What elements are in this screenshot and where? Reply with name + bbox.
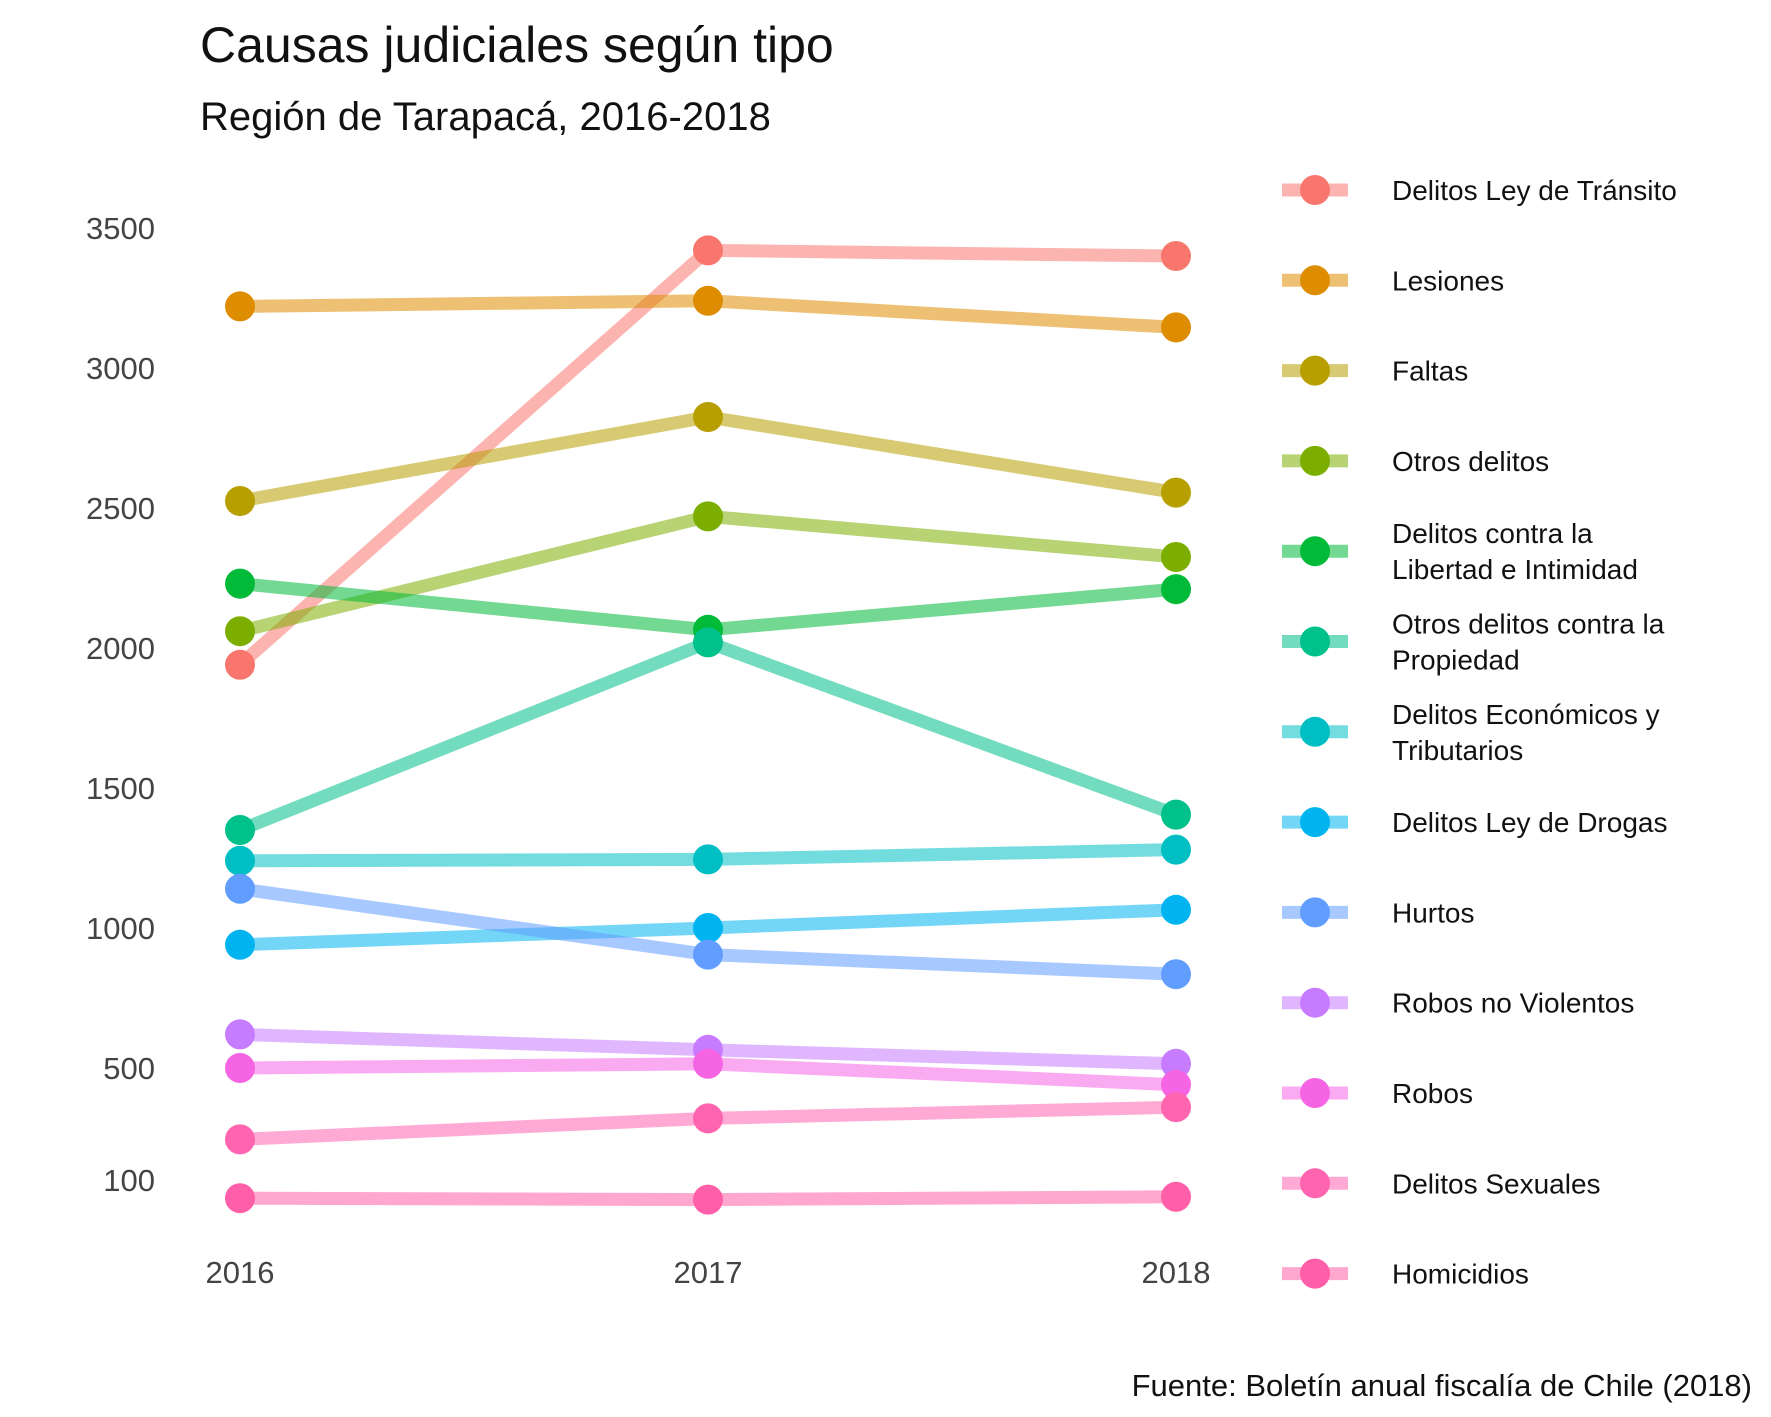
series-point-2-0 <box>225 486 255 516</box>
y-tick-label: 1000 <box>86 911 155 946</box>
y-tick-label: 2000 <box>86 631 155 666</box>
legend-label: Delitos Ley de Drogas <box>1392 807 1667 838</box>
series-point-4-0 <box>225 568 255 599</box>
legend-item: Delitos Ley de Tránsito <box>1282 175 1677 206</box>
legend-key-point <box>1300 1258 1330 1289</box>
series-point-8-2 <box>1161 959 1191 990</box>
series-point-11-2 <box>1161 1092 1191 1123</box>
legend-item: Homicidios <box>1282 1258 1529 1290</box>
legend-item: Otros delitos contra la Propiedad <box>1282 609 1665 676</box>
legend-label: Libertad e Intimidad <box>1392 554 1638 585</box>
legend-label: Otros delitos <box>1392 446 1549 477</box>
legend-key-point <box>1300 897 1330 928</box>
series-point-1-2 <box>1161 312 1191 343</box>
series-point-6-1 <box>693 844 723 875</box>
series-point-12-1 <box>693 1184 723 1215</box>
series-point-5-1 <box>693 627 723 658</box>
legend-key-point <box>1300 987 1330 1018</box>
legend-label: Delitos contra la <box>1392 518 1593 549</box>
y-tick-label: 100 <box>103 1163 155 1198</box>
series-point-6-2 <box>1161 834 1191 865</box>
series-point-10-1 <box>693 1048 723 1079</box>
legend-label: Homicidios <box>1392 1259 1529 1290</box>
legend-label: Lesiones <box>1392 265 1504 296</box>
series-point-10-0 <box>225 1053 255 1083</box>
x-tick-label: 2017 <box>674 1255 743 1290</box>
series-point-9-0 <box>225 1019 255 1050</box>
series-point-5-0 <box>225 815 255 845</box>
series-point-1-0 <box>225 291 255 322</box>
legend-item: Delitos contra la Libertad e Intimidad <box>1282 518 1638 585</box>
legend-label: Delitos Sexuales <box>1392 1168 1601 1199</box>
series-point-8-1 <box>693 939 723 970</box>
y-axis: 100 500 1000 1500 2000 2500 3000 3500 <box>86 211 155 1198</box>
legend-item: Robos no Violentos <box>1282 987 1634 1019</box>
series-point-0-0 <box>225 649 255 680</box>
series-point-2-2 <box>1161 477 1191 508</box>
legend-item: Otros delitos <box>1282 445 1549 477</box>
legend-label: Delitos Económicos y <box>1392 699 1660 730</box>
y-tick-label: 1500 <box>86 771 155 806</box>
legend-key-point <box>1300 1168 1330 1199</box>
legend-label: Robos no Violentos <box>1392 988 1634 1019</box>
series-point-8-0 <box>225 873 255 904</box>
series-point-10-2 <box>1161 1069 1191 1100</box>
x-axis: 2016 2017 2018 <box>206 1255 1211 1290</box>
legend-key-point <box>1300 355 1330 386</box>
legend: Delitos Ley de Tránsito Lesiones Faltas Otr… <box>1282 175 1677 1290</box>
series-point-11-1 <box>693 1103 723 1134</box>
legend-label: Delitos Ley de Tránsito <box>1392 175 1677 206</box>
legend-label: Propiedad <box>1392 645 1520 676</box>
x-tick-label: 2016 <box>206 1255 275 1290</box>
legend-item: Robos <box>1282 1078 1473 1109</box>
legend-label: Tributarios <box>1392 735 1523 766</box>
legend-key-point <box>1300 1078 1330 1108</box>
legend-key-point <box>1300 265 1330 296</box>
legend-key-point <box>1300 626 1330 657</box>
series-point-7-2 <box>1161 894 1191 925</box>
legend-item: Lesiones <box>1282 265 1504 296</box>
legend-item: Hurtos <box>1282 897 1474 928</box>
legend-label: Faltas <box>1392 356 1468 387</box>
legend-key-point <box>1300 175 1330 205</box>
plot-points <box>225 235 1191 1215</box>
series-point-4-2 <box>1161 574 1191 605</box>
series-point-0-1 <box>693 235 723 266</box>
y-tick-label: 2500 <box>86 491 155 526</box>
series-point-3-0 <box>225 616 255 647</box>
series-point-0-2 <box>1161 241 1191 271</box>
legend-key-point <box>1300 445 1330 476</box>
x-tick-label: 2018 <box>1142 1255 1211 1290</box>
legend-label: Otros delitos contra la <box>1392 609 1665 640</box>
series-point-12-2 <box>1161 1181 1191 1212</box>
series-point-7-0 <box>225 929 255 960</box>
legend-key-point <box>1300 807 1330 838</box>
series-point-3-1 <box>693 501 723 532</box>
series-point-1-1 <box>693 285 723 316</box>
chart-title: Causas judiciales según tipo <box>200 17 834 73</box>
chart-subtitle: Región de Tarapacá, 2016-2018 <box>200 95 771 139</box>
legend-key-point <box>1300 536 1330 567</box>
legend-item: Delitos Ley de Drogas <box>1282 807 1667 838</box>
series-point-2-1 <box>693 402 723 432</box>
series-point-6-0 <box>225 845 255 876</box>
series-point-12-0 <box>225 1183 255 1214</box>
y-tick-label: 500 <box>103 1051 155 1086</box>
y-tick-label: 3000 <box>86 351 155 386</box>
y-tick-label: 3500 <box>86 211 155 246</box>
series-point-7-1 <box>693 913 723 943</box>
legend-item: Delitos Sexuales <box>1282 1168 1601 1199</box>
legend-item: Faltas <box>1282 355 1468 387</box>
series-point-5-2 <box>1161 799 1191 830</box>
series-line-5 <box>237 635 1179 837</box>
chart-caption: Fuente: Boletín anual fiscalía de Chile … <box>1132 1368 1752 1403</box>
legend-key-point <box>1300 716 1330 747</box>
series-point-11-0 <box>225 1124 255 1155</box>
legend-label: Robos <box>1392 1078 1473 1109</box>
legend-label: Hurtos <box>1392 897 1474 928</box>
series-point-9-2 <box>1161 1048 1191 1079</box>
legend-item: Delitos Económicos y Tributarios <box>1282 699 1660 766</box>
series-point-3-2 <box>1161 542 1191 572</box>
